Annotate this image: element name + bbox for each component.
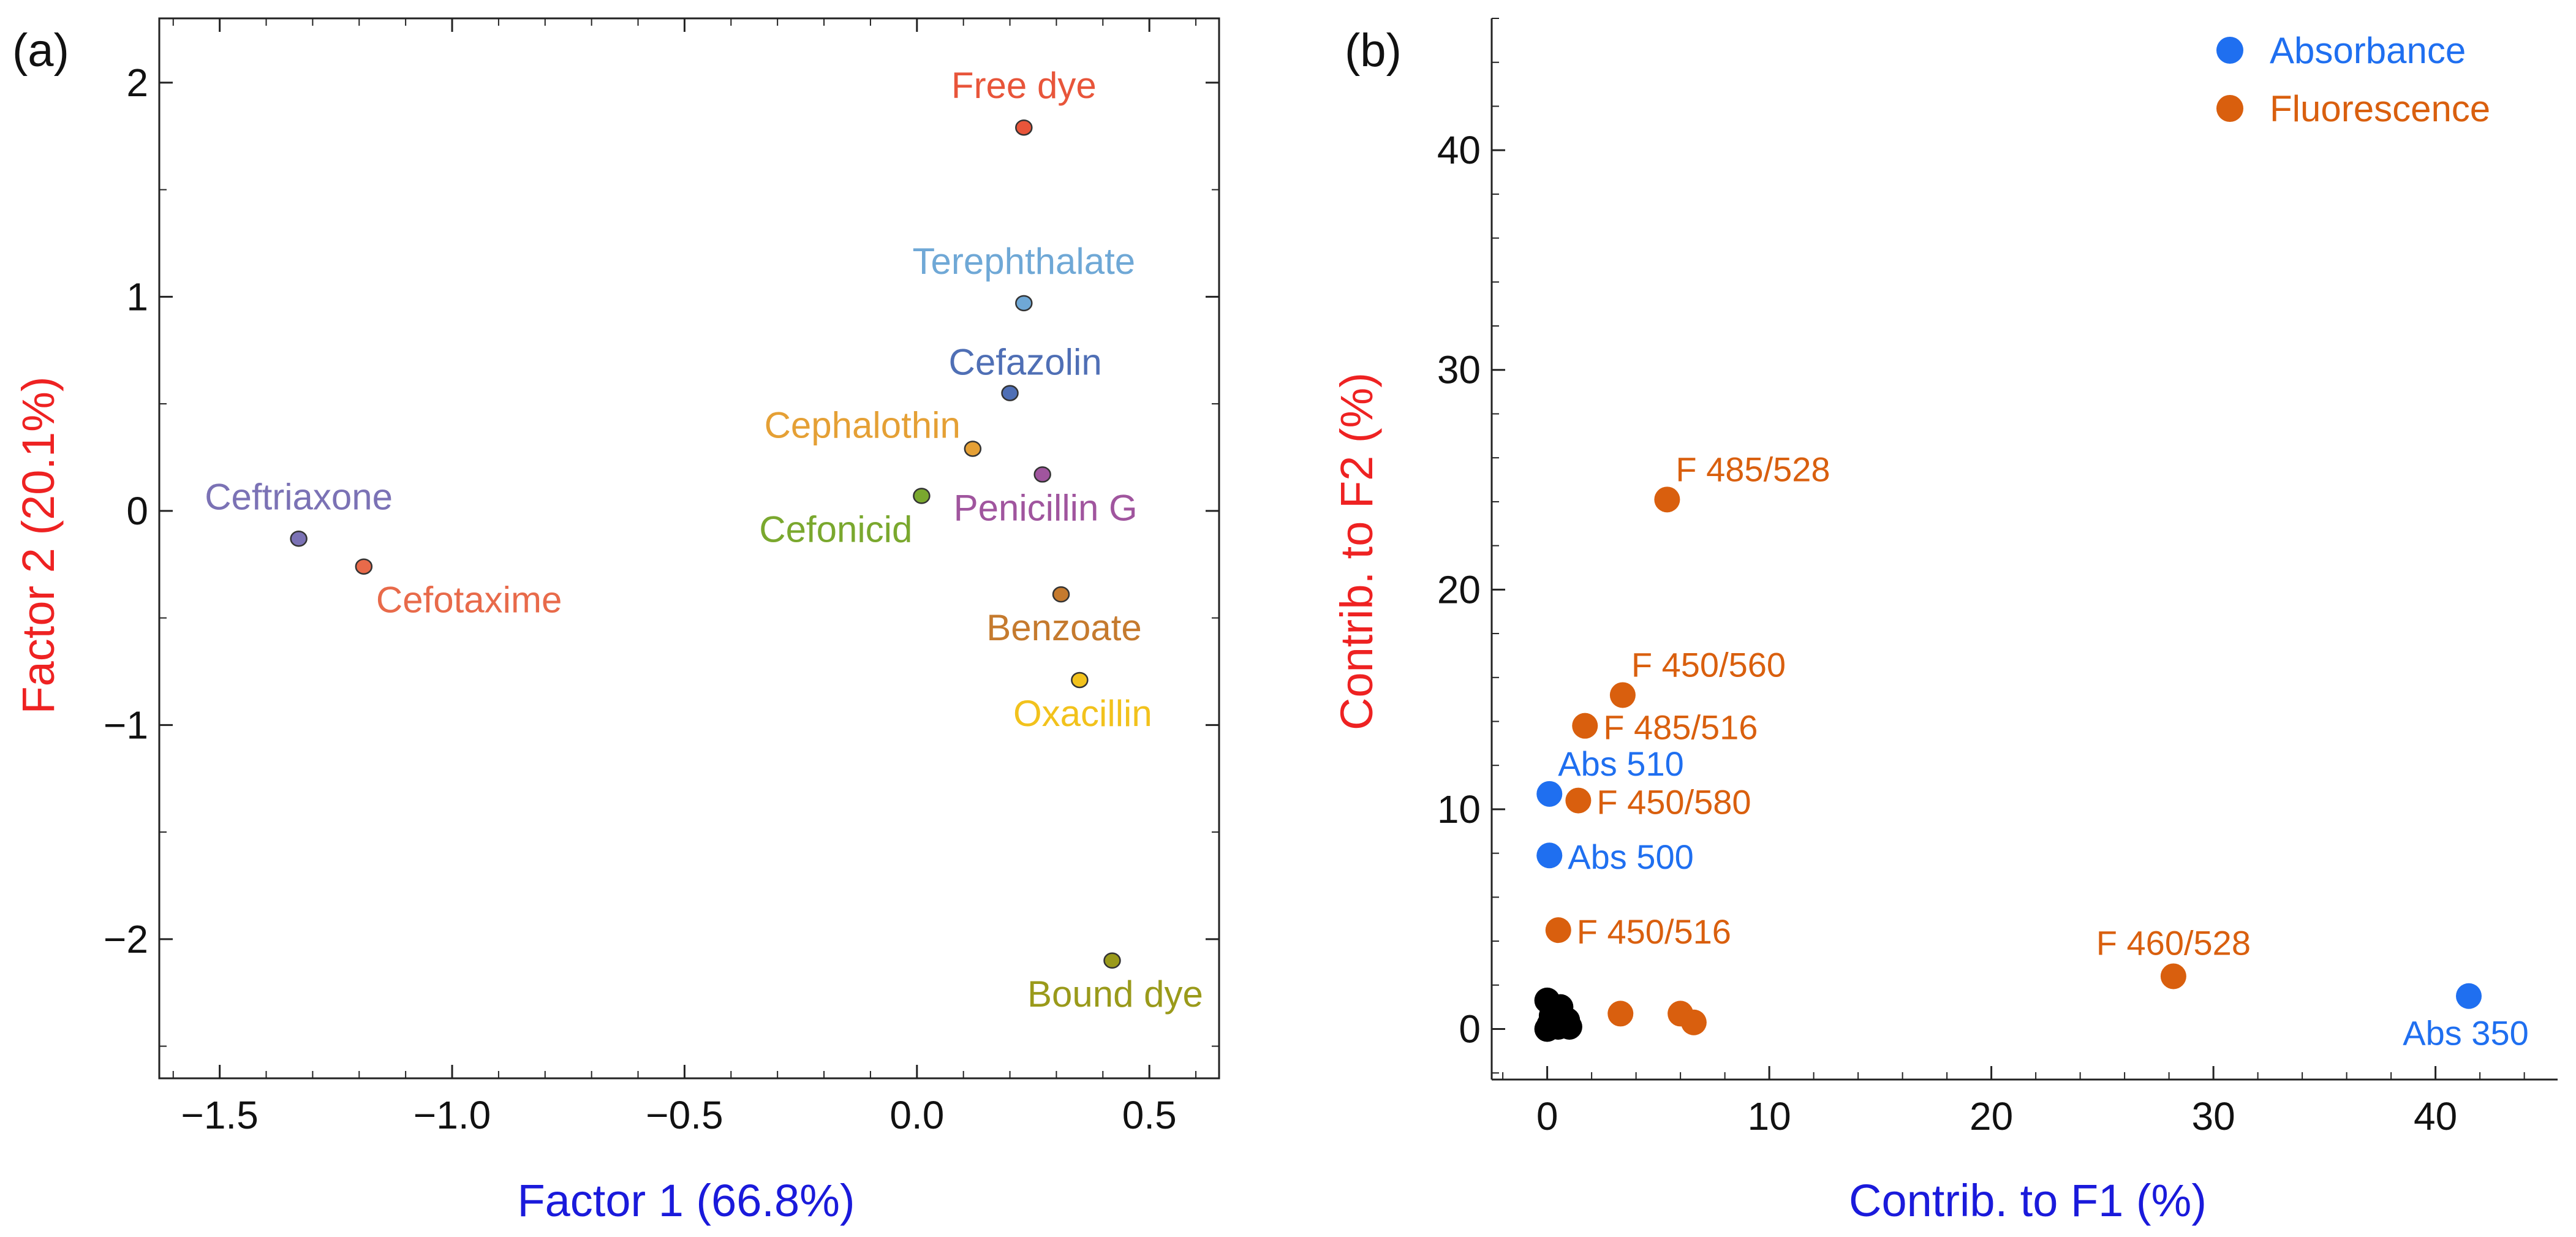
label-abs-510: Abs 510 bbox=[1558, 744, 1684, 783]
panel-a-label: (a) bbox=[12, 25, 69, 77]
panel-b-label: (b) bbox=[1345, 25, 1402, 77]
point-oxacillin bbox=[1071, 671, 1089, 689]
legend-marker-fluorescence bbox=[2216, 95, 2243, 122]
panel-a-y-tick-label: 1 bbox=[126, 274, 148, 319]
label-abs-500: Abs 500 bbox=[1568, 838, 1694, 876]
panel-a-x-tick-label: 0.5 bbox=[1122, 1093, 1177, 1137]
label-f-485-528: F 485/528 bbox=[1675, 450, 1830, 488]
point-cefazolin bbox=[1001, 385, 1019, 401]
point-fluorescence-f-485-516 bbox=[1572, 713, 1598, 739]
panel-a-ticks: −1.5 −1.0 −0.5 0.0 0.5 −2 −1 0 1 2 bbox=[104, 18, 1219, 1137]
panel-a-y-axis-title: Factor 2 (20.1%) bbox=[13, 376, 64, 714]
point-cefonicid bbox=[913, 488, 931, 504]
panel-a-x-tick-label: −1.5 bbox=[181, 1093, 258, 1137]
point-absorbance-abs-510 bbox=[1536, 781, 1563, 807]
panel-b-y-axis-title: Contrib. to F2 (%) bbox=[1331, 373, 1382, 730]
panel-b-x-tick-label: 10 bbox=[1748, 1094, 1791, 1138]
panel-a-points: Free dye Terephthalate Cefazolin Cephalothi… bbox=[205, 65, 1203, 1015]
label-bound-dye: Bound dye bbox=[1027, 974, 1203, 1015]
point-free-dye bbox=[1015, 119, 1033, 136]
panel-a-plot-frame bbox=[158, 17, 1220, 1080]
panel-b-x-tick-label: 0 bbox=[1536, 1094, 1558, 1138]
label-benzoate: Benzoate bbox=[986, 607, 1142, 648]
label-ceftriaxone: Ceftriaxone bbox=[205, 476, 393, 517]
panel-a-y-tick-label: −2 bbox=[104, 917, 148, 961]
panel-a-y-tick-label: 0 bbox=[126, 489, 148, 533]
point-ceftriaxone bbox=[290, 531, 308, 547]
point-fluorescence bbox=[1680, 1009, 1707, 1035]
point-cephalothin bbox=[964, 441, 982, 457]
point-fluorescence-f-450-516 bbox=[1545, 917, 1571, 944]
legend-label-fluorescence: Fluorescence bbox=[2270, 88, 2490, 129]
point-fluorescence-f-485-528 bbox=[1654, 486, 1680, 513]
legend-label-absorbance: Absorbance bbox=[2270, 30, 2466, 71]
point-terephthalate bbox=[1015, 295, 1033, 312]
label-free-dye: Free dye bbox=[951, 65, 1097, 106]
panel-b-y-tick-label: 40 bbox=[1437, 128, 1481, 172]
panel-b-axes: 0 10 20 30 40 0 10 20 30 40 bbox=[1437, 18, 2558, 1138]
panel-b-x-axis-title: Contrib. to F1 (%) bbox=[1849, 1175, 2207, 1226]
label-f-450-580: F 450/580 bbox=[1596, 783, 1751, 822]
panel-b-points: F 485/528 F 450/560 F 485/516 F 450/580 F 45… bbox=[1534, 450, 2529, 1053]
label-oxacillin: Oxacillin bbox=[1013, 693, 1152, 734]
label-penicillin-g: Penicillin G bbox=[954, 487, 1138, 528]
label-cefotaxime: Cefotaxime bbox=[376, 580, 562, 621]
panel-a-x-tick-label: −0.5 bbox=[646, 1093, 723, 1137]
point-fluorescence-f-450-580 bbox=[1565, 787, 1592, 814]
point-other bbox=[1556, 1013, 1582, 1040]
label-terephthalate: Terephthalate bbox=[913, 241, 1136, 282]
point-bound-dye bbox=[1103, 952, 1121, 969]
panel-b-scatter: (b) 0 10 20 30 40 0 10 20 30 40 F 485/528 F 450/56… bbox=[1331, 18, 2558, 1226]
panel-a-x-axis-title: Factor 1 (66.8%) bbox=[517, 1175, 855, 1226]
panel-a-scatter: (a) −1.5 −1.0 −0.5 0.0 0.5 −2 −1 0 1 2 Free dye Te… bbox=[12, 17, 1220, 1226]
point-benzoate bbox=[1052, 586, 1070, 603]
panel-a-y-tick-label: 2 bbox=[126, 61, 148, 105]
label-cefonicid: Cefonicid bbox=[759, 509, 912, 550]
label-f-485-516: F 485/516 bbox=[1603, 708, 1758, 747]
point-fluorescence-f-460-528 bbox=[2160, 963, 2186, 989]
label-abs-350: Abs 350 bbox=[2403, 1014, 2529, 1053]
point-fluorescence bbox=[1607, 1001, 1634, 1027]
panel-b-x-tick-label: 20 bbox=[1970, 1094, 2013, 1138]
point-cefotaxime bbox=[355, 558, 373, 575]
label-f-450-516: F 450/516 bbox=[1577, 912, 1731, 951]
panel-a-y-tick-label: −1 bbox=[104, 703, 148, 747]
point-penicillin-g bbox=[1033, 466, 1051, 483]
legend-marker-absorbance bbox=[2216, 37, 2243, 64]
panel-b-x-tick-label: 30 bbox=[2192, 1094, 2235, 1138]
panel-b-y-tick-label: 20 bbox=[1437, 567, 1481, 611]
panel-b-x-tick-label: 40 bbox=[2414, 1094, 2457, 1138]
panel-b-y-tick-label: 10 bbox=[1437, 787, 1481, 831]
point-other bbox=[1541, 996, 1567, 1023]
point-fluorescence-f-450-560 bbox=[1609, 682, 1636, 708]
label-f-450-560: F 450/560 bbox=[1631, 645, 1786, 684]
point-absorbance-abs-500 bbox=[1536, 842, 1563, 869]
panel-b-y-tick-label: 0 bbox=[1459, 1007, 1481, 1051]
panel-a-x-tick-label: −1.0 bbox=[414, 1093, 491, 1137]
point-other bbox=[1534, 1016, 1560, 1042]
label-f-460-528: F 460/528 bbox=[2096, 923, 2251, 962]
panel-b-legend: Absorbance Fluorescence bbox=[2216, 30, 2490, 129]
panel-b-y-tick-label: 30 bbox=[1437, 348, 1481, 392]
panel-a-x-tick-label: 0.0 bbox=[890, 1093, 944, 1137]
point-absorbance-abs-350 bbox=[2456, 983, 2482, 1009]
label-cephalothin: Cephalothin bbox=[765, 404, 961, 445]
label-cefazolin: Cefazolin bbox=[949, 342, 1102, 383]
